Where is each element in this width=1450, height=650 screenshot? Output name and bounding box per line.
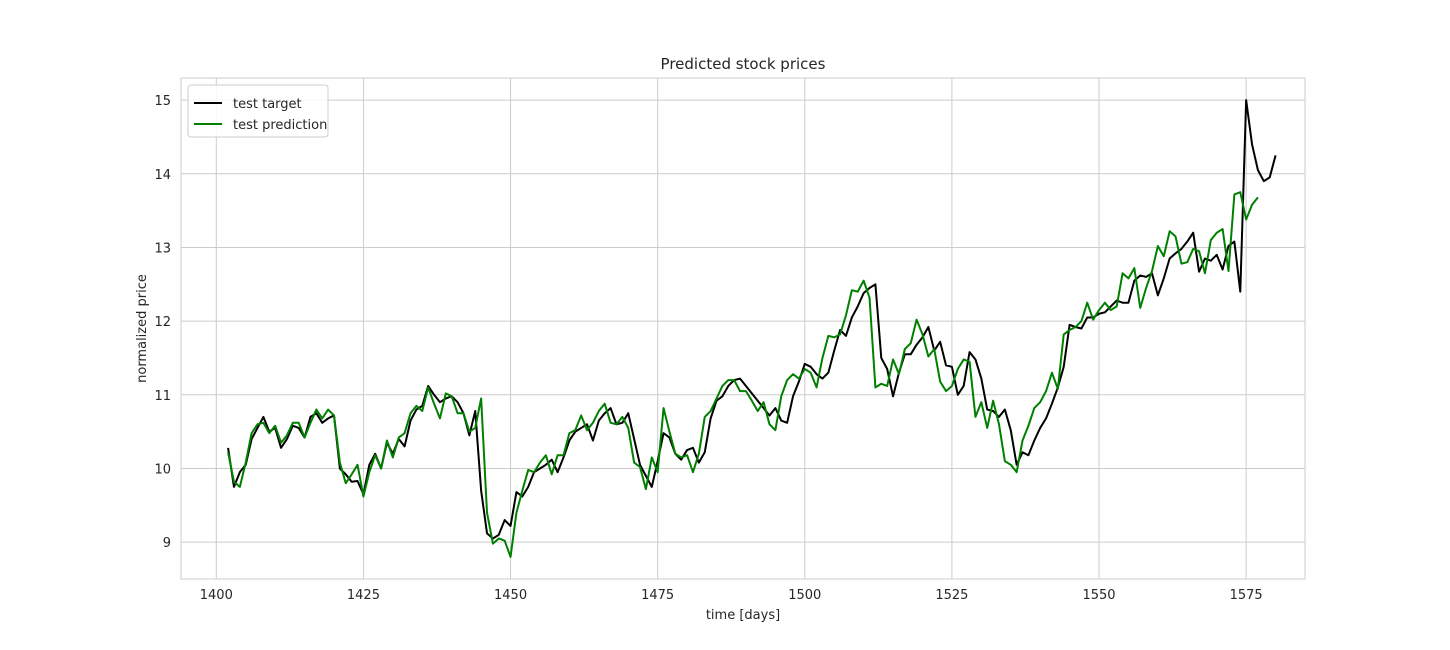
series-line-test-prediction xyxy=(227,191,1259,558)
y-tick-label: 13 xyxy=(154,241,171,256)
chart-title: Predicted stock prices xyxy=(661,55,826,73)
grid xyxy=(181,78,1305,579)
x-axis-label: time [days] xyxy=(706,608,780,623)
legend: test target test prediction xyxy=(187,84,329,138)
x-tick-label: 1450 xyxy=(494,588,527,603)
y-tick-label: 9 xyxy=(163,536,171,551)
x-tick-label: 1400 xyxy=(200,588,233,603)
y-tick-label: 12 xyxy=(154,315,171,330)
series-line-test-target xyxy=(227,99,1277,540)
legend-box xyxy=(187,84,329,138)
tick-labels: 1400 1425 1450 1475 1500 1525 1550 1575 9 10 11 12 1… xyxy=(154,94,1262,603)
y-tick-label: 14 xyxy=(154,168,171,183)
y-tick-label: 11 xyxy=(154,389,171,404)
x-tick-label: 1500 xyxy=(788,588,821,603)
y-tick-label: 10 xyxy=(154,462,171,477)
x-tick-label: 1550 xyxy=(1082,588,1115,603)
x-tick-label: 1475 xyxy=(641,588,674,603)
y-axis-label: normalized price xyxy=(135,274,150,383)
plot-area-frame xyxy=(180,77,1306,580)
legend-label: test prediction xyxy=(233,118,327,133)
legend-label: test target xyxy=(233,97,302,112)
series-lines xyxy=(227,99,1277,558)
x-tick-label: 1525 xyxy=(935,588,968,603)
y-tick-label: 15 xyxy=(154,94,171,109)
x-tick-label: 1425 xyxy=(347,588,380,603)
x-tick-label: 1575 xyxy=(1230,588,1263,603)
